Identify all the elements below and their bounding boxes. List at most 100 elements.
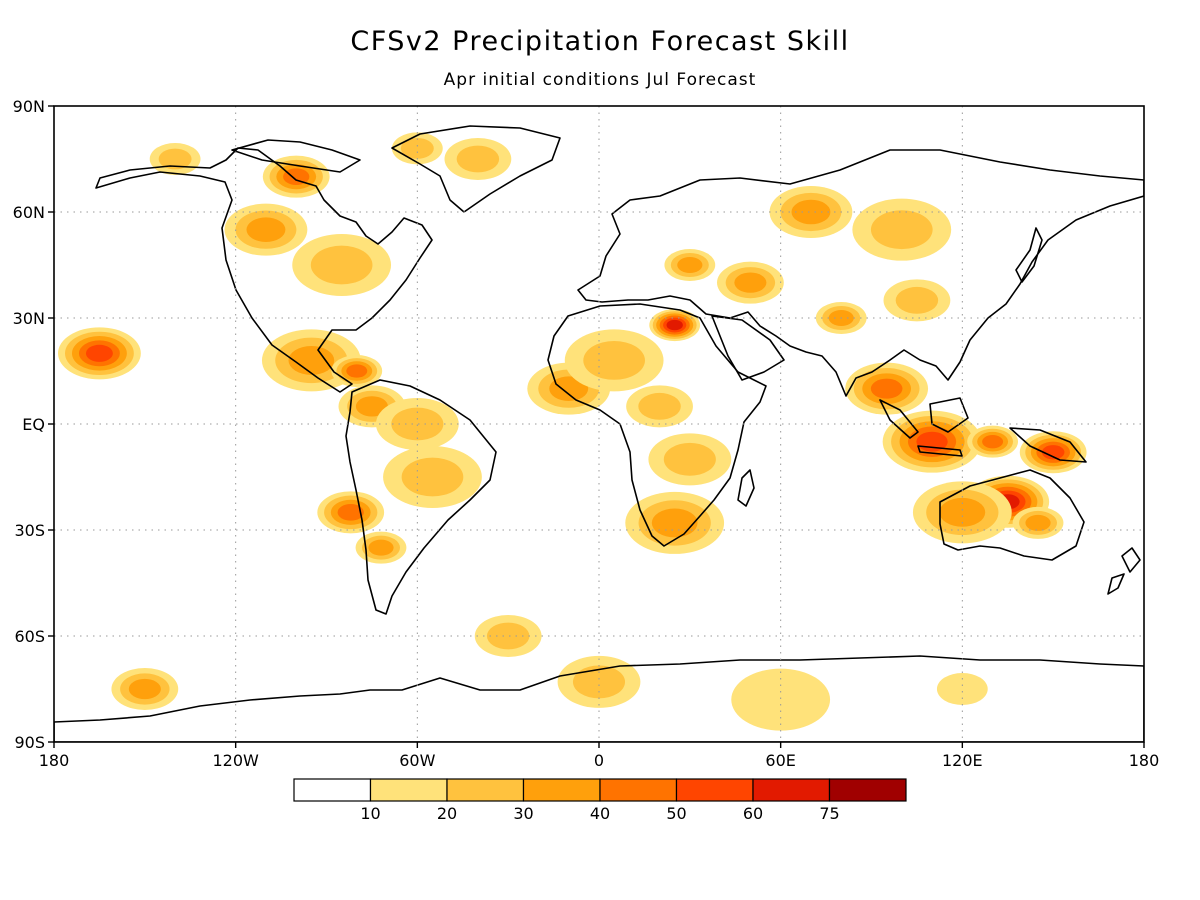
skill-patch	[317, 491, 385, 534]
skill-patch	[224, 203, 308, 256]
skill-patch	[967, 425, 1019, 458]
skill-patch	[292, 234, 392, 296]
map-subtitle: Apr initial conditions Jul Forecast	[443, 70, 757, 90]
colorbar-swatch	[369, 778, 448, 802]
colorbar-swatch	[675, 778, 754, 802]
skill-contour	[677, 257, 703, 273]
lat-tick-label: 60N	[13, 203, 45, 222]
colorbar-swatch	[599, 778, 678, 802]
colorbar-label: 40	[590, 804, 610, 823]
skill-contour	[368, 539, 394, 556]
colorbar-label: 10	[360, 804, 380, 823]
colorbar: 10 20 30 40 50 60 75	[293, 778, 907, 823]
skill-patch	[111, 668, 179, 710]
lat-tick-label: 30S	[14, 521, 45, 540]
coastline-south-america	[345, 379, 497, 615]
coastline-borneo	[929, 397, 969, 433]
skill-contour	[1025, 514, 1051, 531]
skill-patch	[649, 309, 701, 342]
skill-patch	[355, 531, 407, 564]
lon-tick-label: 120E	[942, 751, 983, 770]
skill-contour	[128, 678, 161, 700]
skill-patch	[883, 279, 951, 322]
graticule	[54, 106, 1144, 742]
lat-tick-label: 60S	[14, 627, 45, 646]
skill-contour	[734, 272, 767, 293]
skill-patch	[149, 143, 201, 175]
skill-contour	[456, 145, 500, 173]
coastline-australia	[939, 469, 1085, 561]
coastline-arctic-islands	[231, 139, 361, 173]
skill-contour	[572, 665, 626, 699]
skill-contour	[549, 376, 589, 401]
lon-tick-label: 0	[594, 751, 604, 770]
skill-contour	[310, 245, 373, 285]
lat-tick-label: 30N	[13, 309, 45, 328]
skill-contour	[939, 497, 986, 527]
skill-patch	[1012, 506, 1064, 539]
skill-patch	[557, 655, 641, 708]
skill-contour	[391, 407, 444, 441]
skill-contour	[663, 442, 716, 476]
skill-contour	[870, 378, 903, 399]
skill-patch	[845, 362, 929, 415]
colorbar-swatch	[522, 778, 601, 802]
lon-tick-label: 120W	[212, 751, 259, 770]
colorbar-label: 75	[819, 804, 839, 823]
skill-contour	[158, 148, 192, 170]
skill-contour	[283, 168, 310, 186]
colorbar-swatch	[752, 778, 831, 802]
skill-contour	[583, 341, 645, 380]
coastline-new-zealand	[1107, 547, 1141, 595]
coastline-madagascar	[737, 469, 755, 507]
lat-tick-label: 90S	[14, 733, 45, 752]
skill-contour	[401, 457, 464, 497]
lon-tick-label: 180	[1129, 751, 1160, 770]
lon-tick-label: 180	[39, 751, 70, 770]
skill-contour	[1041, 445, 1065, 460]
coastline-new-guinea	[1009, 427, 1087, 463]
coastline-antarctica	[54, 655, 1144, 742]
skill-contour	[982, 435, 1004, 449]
skill-patch	[912, 481, 1012, 544]
skill-patches	[58, 132, 1087, 731]
skill-patch	[626, 385, 693, 428]
colorbar-swatch	[446, 778, 525, 802]
coastline-japan	[1015, 227, 1043, 283]
skill-patch	[731, 668, 831, 731]
skill-contour	[486, 622, 530, 650]
skill-patch	[474, 615, 542, 657]
skill-contour	[246, 217, 286, 242]
skill-patch	[852, 198, 952, 261]
skill-contour	[936, 673, 988, 705]
map-title: CFSv2 Precipitation Forecast Skill	[350, 26, 850, 57]
colorbar-label: 30	[513, 804, 533, 823]
skill-contour	[355, 396, 388, 417]
skill-patch	[564, 329, 664, 392]
skill-patch	[1019, 431, 1087, 474]
skill-contour	[731, 668, 831, 731]
colorbar-swatch	[293, 778, 372, 802]
skill-contour	[288, 345, 335, 375]
skill-patch	[769, 186, 853, 238]
skill-patch	[716, 261, 784, 304]
skill-contour	[651, 508, 698, 538]
lat-tick-label: EQ	[22, 415, 45, 434]
skill-patch	[58, 327, 141, 380]
skill-patch	[625, 491, 725, 554]
coastline-arabia	[711, 315, 785, 381]
coastline-java	[917, 445, 963, 457]
skill-patch	[383, 446, 482, 508]
coastlines	[54, 125, 1144, 742]
skill-patch	[648, 433, 732, 486]
colorbar-swatch	[828, 778, 907, 802]
coastline-greenland	[391, 125, 561, 213]
lat-tick-label: 90N	[13, 97, 45, 116]
skill-patch	[375, 398, 459, 450]
skill-patch	[444, 138, 512, 180]
skill-contour	[791, 199, 831, 225]
skill-patch	[664, 249, 716, 281]
lon-tick-label: 60W	[399, 751, 435, 770]
lon-tick-label: 60E	[765, 751, 795, 770]
